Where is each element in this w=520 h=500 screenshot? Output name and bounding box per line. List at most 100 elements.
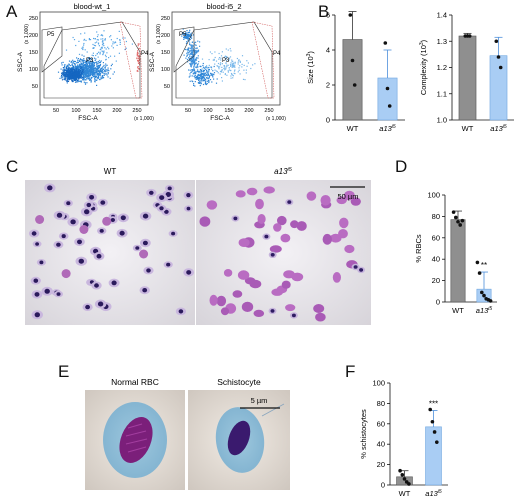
anucleate-cell (350, 197, 361, 206)
flow-event (193, 42, 196, 44)
flow-event (189, 50, 191, 52)
flow-event (189, 34, 191, 36)
flow-event (90, 78, 92, 80)
rbc-nucleus (94, 283, 99, 288)
flow-event (99, 73, 101, 75)
flow-event (86, 71, 89, 73)
flow-event (198, 79, 200, 81)
anucleate-cell (35, 215, 45, 224)
flow-event (137, 50, 139, 52)
flow-event (91, 70, 94, 72)
flow-event (213, 59, 215, 61)
flow-event (196, 75, 198, 77)
flow-event (76, 66, 78, 68)
flow-event (81, 71, 83, 73)
flow-event (68, 71, 70, 73)
flow-event (191, 53, 193, 55)
flow-event (210, 72, 212, 74)
data-point (387, 104, 392, 108)
flow-event (228, 59, 230, 61)
flow-event (77, 71, 79, 73)
flow-event (197, 64, 199, 66)
flow-event (207, 73, 210, 75)
flow-event (202, 62, 204, 65)
flow-event (64, 73, 66, 75)
flow-event (73, 74, 75, 76)
flow-event (67, 65, 69, 67)
flow-event (100, 60, 102, 62)
flow-event (99, 74, 101, 76)
flow-event (137, 55, 139, 57)
flow-event (89, 72, 91, 75)
flow-event (102, 66, 104, 68)
flow-event (202, 73, 204, 75)
flow-event (96, 62, 98, 64)
flow-event (194, 62, 196, 64)
flow-event (200, 69, 202, 71)
flow-event (98, 59, 100, 62)
flow-event (191, 80, 193, 82)
flow-event (68, 60, 71, 62)
flow-event (61, 77, 63, 79)
flow-event (188, 31, 191, 33)
flow-event (94, 42, 96, 44)
flow-event (220, 71, 223, 73)
flow-event (62, 71, 64, 73)
flow-event (205, 78, 207, 80)
flow-event (194, 60, 196, 62)
flow-event (94, 59, 96, 61)
flow-event (85, 76, 87, 79)
flow-event (138, 56, 140, 58)
flow-event (195, 78, 197, 80)
flow-event (192, 34, 194, 36)
flow-event (103, 45, 105, 47)
gate-label-p5: P5 (47, 32, 55, 38)
flow-event (89, 62, 91, 64)
anucleate-cell (139, 249, 149, 259)
flow-event (112, 43, 114, 45)
x-tick: 200 (112, 108, 121, 114)
flow-event (138, 59, 140, 62)
flow-event (238, 69, 240, 71)
flow-event (207, 79, 209, 81)
flow-event (85, 69, 87, 71)
flow-event (193, 70, 195, 72)
flow-event (82, 76, 85, 78)
flow-event (217, 65, 219, 67)
flow-event (195, 59, 197, 61)
flow-event (81, 66, 83, 69)
schistocyte-label: Schistocyte (217, 377, 261, 387)
flow-event (90, 68, 92, 70)
flow-event (94, 73, 96, 75)
gate-label-p3: P3 (86, 58, 94, 64)
flow-event (102, 38, 104, 40)
flow-event (81, 65, 83, 68)
flow-event (208, 71, 210, 73)
flow-event (63, 69, 65, 71)
flow-event (191, 51, 193, 53)
flow-event (210, 66, 213, 68)
flow-event (97, 72, 99, 74)
flow-event (98, 72, 101, 74)
flow-event (193, 65, 195, 67)
flow-event (92, 71, 94, 73)
flow-event (206, 75, 208, 77)
y-tick: 150 (29, 50, 38, 56)
flow-event (67, 68, 69, 70)
flow-event (196, 65, 198, 67)
x-tick: 250 (264, 108, 273, 114)
bar (489, 55, 508, 121)
y-tick-label: 20 (377, 460, 385, 469)
flow-event (200, 71, 202, 73)
flow-event (194, 77, 196, 79)
flow-event (203, 67, 205, 69)
flow-event (81, 76, 83, 78)
flow-event (187, 38, 189, 40)
rbc-nucleus (56, 212, 63, 218)
flow-event (91, 54, 93, 56)
flow-event (98, 62, 100, 64)
flow-event (84, 63, 87, 65)
flow-event (190, 44, 192, 46)
flow-event (192, 56, 194, 59)
flow-event (102, 54, 104, 56)
